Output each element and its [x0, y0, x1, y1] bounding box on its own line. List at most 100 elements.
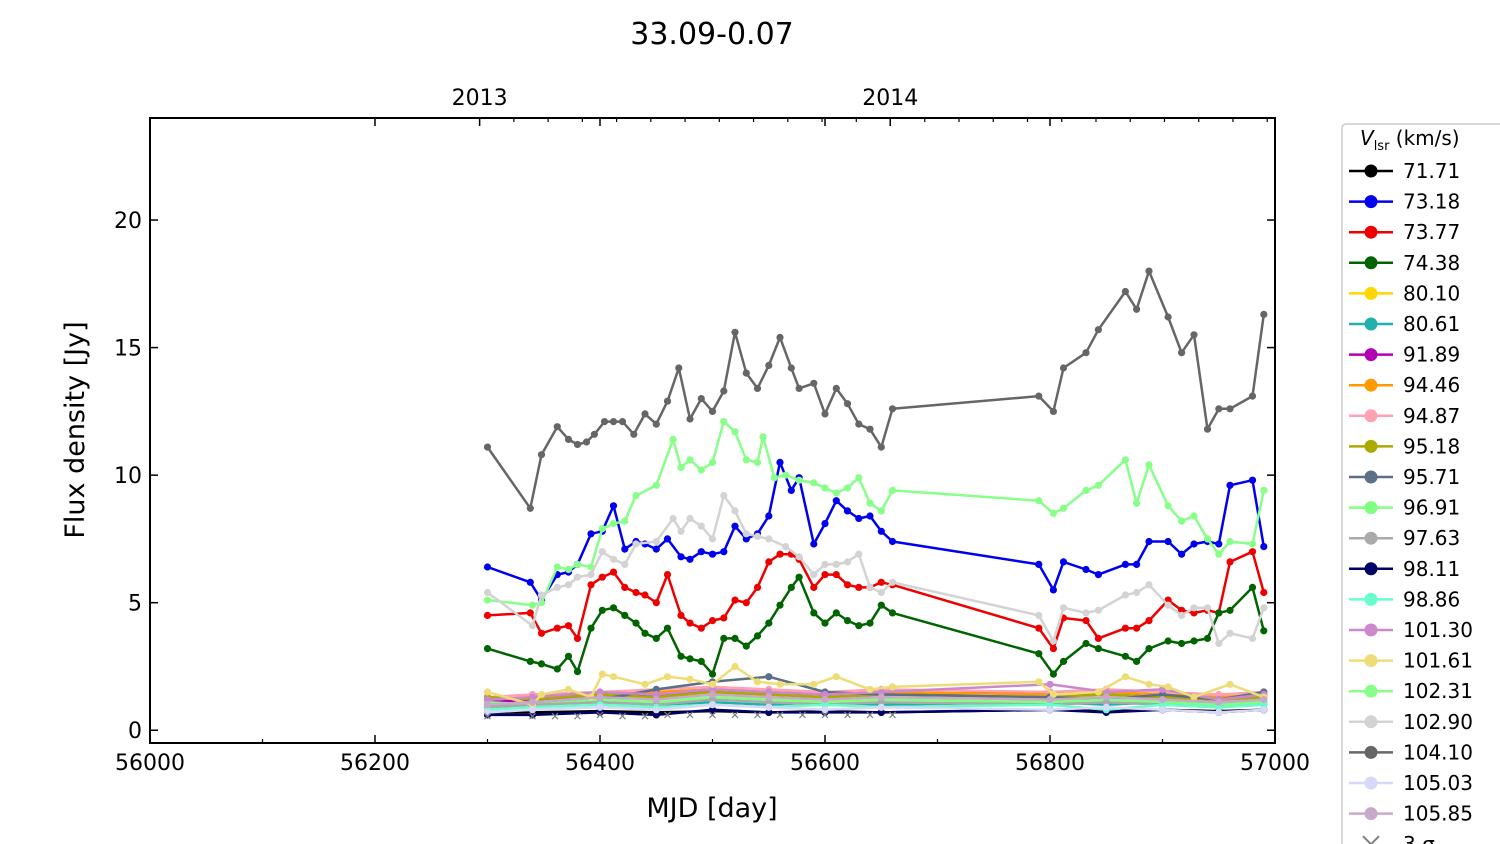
data-point — [866, 425, 874, 433]
data-point — [609, 520, 618, 528]
data-point — [1226, 558, 1234, 566]
data-point — [609, 502, 618, 510]
legend-swatch-marker — [1364, 470, 1378, 484]
data-point — [1145, 461, 1153, 469]
data-point — [708, 550, 717, 558]
legend-item-sigma: 3 σ — [1362, 832, 1435, 844]
data-point — [1164, 637, 1172, 645]
data-point — [609, 673, 618, 681]
sigma-marker — [889, 711, 896, 719]
data-point — [765, 688, 773, 696]
data-point — [1190, 540, 1198, 548]
legend-item-102-90: 102.90 — [1349, 710, 1473, 734]
data-point — [1035, 560, 1043, 569]
data-point — [483, 611, 492, 620]
data-point — [652, 545, 660, 553]
sigma-marker — [754, 711, 761, 719]
data-point — [632, 619, 640, 627]
data-point — [1082, 617, 1090, 625]
data-point — [855, 474, 863, 482]
legend-label: 98.86 — [1403, 587, 1460, 611]
legend-item-91-89: 91.89 — [1349, 343, 1460, 367]
legend-title: Vlsr (km/s) — [1360, 126, 1460, 154]
data-point — [587, 530, 595, 538]
data-point — [877, 698, 885, 706]
data-point — [1164, 537, 1172, 546]
data-point — [697, 395, 705, 403]
legend-item-101-61: 101.61 — [1349, 649, 1473, 673]
data-point — [888, 578, 897, 586]
data-point — [528, 601, 537, 609]
data-point — [888, 405, 897, 413]
legend-title-main: V — [1360, 126, 1375, 150]
data-point — [832, 384, 840, 392]
data-point — [1178, 606, 1186, 614]
data-point — [1260, 486, 1268, 494]
data-point — [832, 571, 840, 579]
data-point — [821, 571, 829, 579]
legend-swatch-marker — [1364, 745, 1378, 759]
data-point — [877, 703, 885, 711]
data-point — [537, 690, 546, 699]
legend-label: 105.03 — [1403, 771, 1473, 795]
data-point — [866, 685, 874, 694]
legend-label: 94.87 — [1403, 404, 1460, 428]
legend-swatch-marker — [1364, 256, 1378, 270]
data-point — [553, 624, 561, 632]
data-point — [663, 397, 672, 405]
data-point — [1178, 611, 1186, 620]
legend-swatch-marker — [1364, 501, 1378, 515]
data-point — [742, 530, 750, 538]
data-point — [483, 696, 492, 704]
data-point — [855, 420, 863, 428]
data-point — [663, 673, 672, 681]
legend-label: 102.90 — [1403, 710, 1473, 734]
legend-label: 95.71 — [1403, 465, 1460, 489]
data-point — [765, 673, 773, 681]
legend-label: 73.18 — [1403, 190, 1460, 214]
data-point — [810, 571, 818, 579]
y-tick-label: 10 — [114, 464, 142, 489]
data-point — [866, 499, 874, 507]
data-point — [1260, 696, 1268, 704]
legend-label: 80.10 — [1403, 281, 1460, 305]
data-point — [832, 673, 840, 681]
data-point — [596, 693, 604, 701]
data-point — [483, 701, 492, 709]
data-point — [1158, 706, 1167, 714]
data-point — [537, 629, 546, 637]
series-line-74-38 — [487, 575, 1266, 676]
data-point — [1049, 690, 1057, 699]
data-point — [810, 540, 818, 548]
data-point — [708, 535, 717, 543]
data-point — [1133, 305, 1141, 313]
data-point — [810, 583, 818, 592]
data-point — [483, 443, 492, 451]
data-point — [795, 573, 803, 581]
data-point — [564, 622, 573, 630]
data-point — [564, 685, 573, 694]
data-point — [843, 400, 852, 408]
data-point — [669, 514, 677, 523]
data-point — [708, 458, 717, 466]
data-point — [1094, 645, 1102, 653]
series-74-38 — [483, 573, 1268, 678]
data-point — [1121, 287, 1129, 296]
data-point — [843, 507, 852, 515]
data-point — [1049, 637, 1057, 645]
data-point — [1059, 504, 1068, 512]
data-point — [652, 706, 660, 714]
data-point — [697, 466, 705, 474]
legend-item-80-61: 80.61 — [1349, 312, 1460, 336]
data-point — [1059, 364, 1068, 372]
data-point — [821, 410, 829, 418]
data-point — [1094, 481, 1102, 489]
data-point — [1035, 650, 1043, 658]
legend-swatch-marker — [1364, 378, 1378, 392]
data-point — [1145, 680, 1153, 688]
data-point — [1190, 331, 1198, 339]
legend-box — [1341, 123, 1500, 844]
legend-swatch-marker — [1364, 807, 1378, 821]
data-point — [553, 423, 561, 431]
data-point — [596, 708, 604, 717]
